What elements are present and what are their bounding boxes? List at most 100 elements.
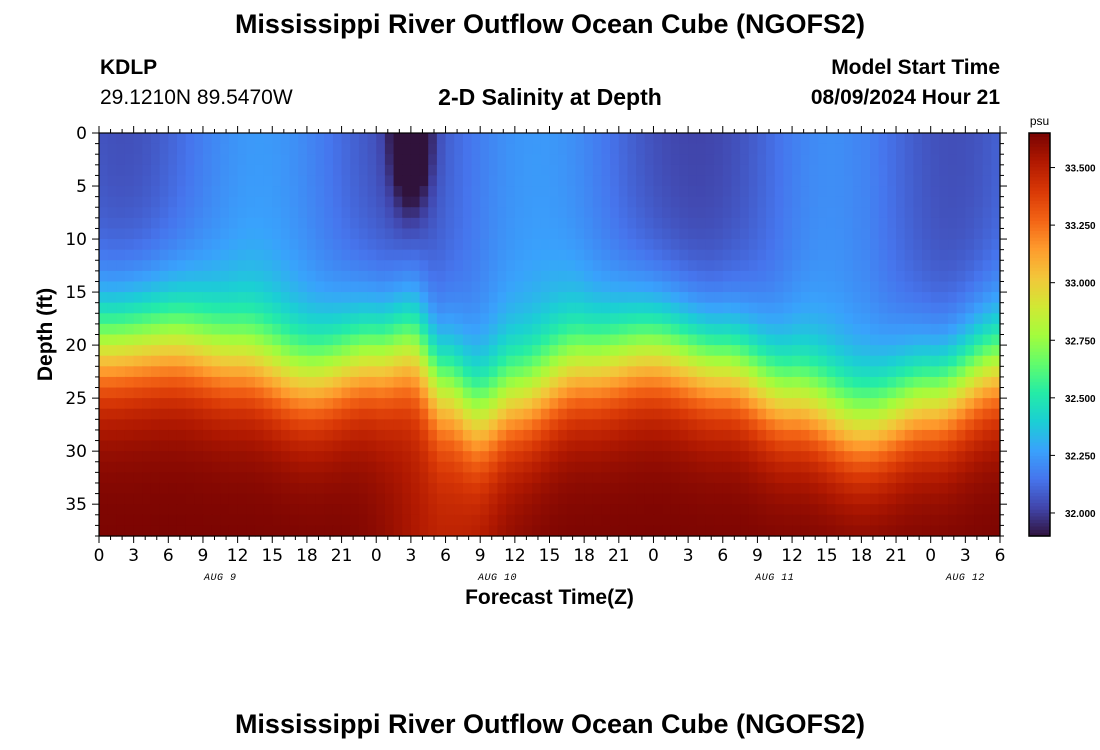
heatmap-cell (350, 472, 360, 484)
heatmap-cell (376, 440, 386, 452)
heatmap-cell (237, 133, 247, 145)
heatmap-cell (688, 345, 698, 357)
heatmap-cell (922, 408, 932, 420)
heatmap-cell (402, 292, 412, 304)
heatmap-cell (774, 482, 785, 495)
heatmap-cell (956, 302, 966, 314)
heatmap-cell (922, 345, 932, 357)
heatmap-cell (575, 281, 585, 293)
heatmap-cell (696, 323, 707, 336)
heatmap-cell (176, 281, 187, 293)
heatmap-cell (159, 196, 169, 208)
heatmap-cell (714, 429, 724, 442)
heatmap-cell (185, 504, 195, 516)
heatmap-cell (731, 419, 741, 431)
heatmap-cell (315, 398, 325, 410)
colorbar-segment (1029, 159, 1050, 164)
heatmap-cell (965, 292, 975, 304)
heatmap-cell (826, 366, 836, 378)
heatmap-cell (748, 228, 759, 240)
heatmap-cell (705, 164, 715, 177)
heatmap-cell (532, 260, 542, 272)
heatmap-cell (237, 429, 247, 442)
heatmap-cell (263, 334, 273, 346)
heatmap-cell (445, 281, 455, 293)
heatmap-cell (662, 323, 672, 336)
heatmap-cell (861, 186, 871, 198)
heatmap-cell (809, 514, 819, 526)
heatmap-cell (410, 461, 421, 473)
heatmap-cell (731, 164, 741, 177)
heatmap-cell (991, 398, 1001, 410)
heatmap-cell (428, 323, 438, 336)
heatmap-cell (532, 408, 542, 420)
heatmap-cell (714, 355, 724, 367)
heatmap-cell (176, 207, 187, 219)
heatmap-cell (618, 164, 629, 177)
heatmap-cell (705, 143, 715, 155)
x-tick-label: 3 (128, 546, 139, 566)
heatmap-cell (601, 334, 611, 346)
heatmap-cell (410, 323, 421, 336)
heatmap-cell (272, 249, 282, 261)
heatmap-cell (228, 196, 239, 208)
heatmap-cell (332, 461, 343, 473)
heatmap-cell (419, 461, 429, 473)
heatmap-cell (558, 334, 568, 346)
heatmap-cell (809, 143, 819, 155)
heatmap-cell (705, 154, 715, 166)
heatmap-cell (194, 398, 204, 410)
heatmap-cell (930, 525, 940, 537)
heatmap-cell (965, 408, 975, 420)
heatmap-cell (237, 313, 247, 325)
heatmap-cell (107, 323, 117, 336)
heatmap-cell (471, 451, 481, 463)
heatmap-cell (159, 451, 169, 463)
heatmap-cell (168, 133, 178, 145)
heatmap-cell (445, 493, 455, 505)
heatmap-cell (670, 228, 681, 240)
heatmap-cell (818, 323, 828, 336)
heatmap-cell (185, 281, 195, 293)
heatmap-cell (558, 323, 568, 336)
heatmap-cell (480, 345, 490, 357)
heatmap-cell (792, 175, 802, 187)
heatmap-cell (809, 260, 819, 272)
heatmap-cell (610, 472, 620, 484)
heatmap-cell (618, 429, 629, 442)
heatmap-cell (861, 451, 871, 463)
heatmap-cell (497, 514, 507, 526)
heatmap-cell (384, 164, 395, 177)
heatmap-cell (306, 164, 317, 177)
heatmap-cell (202, 376, 213, 389)
heatmap-cell (263, 323, 273, 336)
heatmap-cell (436, 408, 447, 420)
heatmap-cell (462, 186, 473, 198)
heatmap-cell (731, 493, 741, 505)
heatmap-cell (168, 292, 178, 304)
heatmap-cell (852, 472, 862, 484)
heatmap-cell (350, 133, 360, 145)
heatmap-cell (116, 334, 126, 346)
heatmap-cell (939, 419, 949, 431)
heatmap-cell (636, 408, 646, 420)
colorbar-segment (1029, 462, 1050, 467)
heatmap-cell (419, 239, 429, 251)
heatmap-cell (844, 451, 854, 463)
heatmap-cell (280, 525, 291, 537)
heatmap-cell (532, 196, 542, 208)
heatmap-cell (540, 196, 551, 208)
heatmap-cell (783, 504, 793, 516)
heatmap-cell (644, 292, 655, 304)
heatmap-cell (150, 207, 161, 219)
heatmap-cell (714, 154, 724, 166)
heatmap-cell (913, 398, 923, 410)
heatmap-cell (991, 451, 1001, 463)
heatmap-cell (662, 302, 672, 314)
heatmap-cell (800, 387, 810, 399)
heatmap-cell (982, 334, 992, 346)
colorbar-segment (1029, 361, 1050, 366)
heatmap-cell (99, 207, 109, 219)
heatmap-cell (644, 376, 655, 389)
heatmap-cell (679, 323, 689, 336)
